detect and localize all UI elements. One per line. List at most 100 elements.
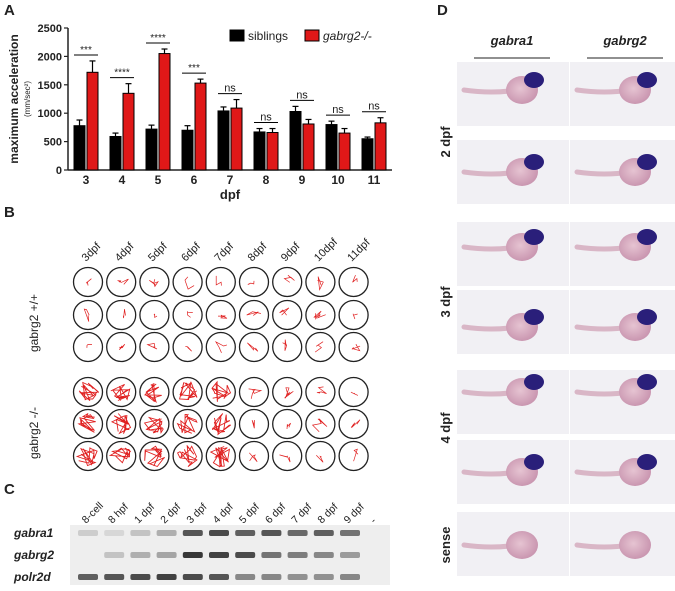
- swim-track: [352, 274, 358, 283]
- tracking-panel: 3dpf 4dpf 5dpf 6dpf 7dpf 8dpf 9dpf 10dpf 11dpf g…: [27, 236, 373, 472]
- gel-band: [130, 552, 151, 558]
- swim-track: [186, 311, 193, 318]
- gene-label: gabrg2: [13, 548, 54, 562]
- group-label-mutant: gabrg2 -/-: [27, 407, 41, 459]
- gel-band: [104, 552, 125, 558]
- bar-siblings: [325, 124, 338, 171]
- row-label: 3 dpf: [438, 286, 453, 318]
- in-situ-image: [570, 370, 675, 434]
- swim-track: [117, 278, 129, 285]
- swim-track: [146, 342, 158, 350]
- swim-track: [108, 447, 131, 464]
- swim-track: [211, 380, 232, 402]
- bar-mutant: [302, 123, 315, 171]
- significance-label: ns: [332, 104, 344, 116]
- legend-swatch: [304, 29, 320, 42]
- y-axis-unit: (mm/sec²): [23, 81, 32, 117]
- swim-track: [153, 313, 158, 318]
- y-tick-label: 2000: [38, 51, 62, 63]
- acceleration-bar-chart: 0 500 1000 1500 2000 2500 maximum acceleration…: [7, 23, 392, 202]
- gene-label: gabra1: [13, 526, 54, 540]
- well-circle: [106, 376, 137, 408]
- bar-siblings: [109, 135, 122, 171]
- lane-label: 9 dpf: [342, 501, 367, 526]
- gel-band: [182, 574, 203, 580]
- gel-band: [313, 530, 334, 536]
- swim-track: [119, 343, 126, 351]
- lane-label: -: [368, 515, 379, 526]
- gel-band: [340, 574, 360, 580]
- bar-mutant: [266, 132, 279, 171]
- swim-track: [283, 274, 295, 283]
- lane-label: 4 dpf: [211, 501, 236, 526]
- panel-label-a: A: [4, 2, 15, 19]
- y-tick-label: 1000: [38, 108, 62, 120]
- lane-label: 1 dpf: [132, 501, 157, 526]
- swim-track: [144, 445, 166, 468]
- well-circle: [205, 299, 236, 331]
- embryo-yolk: [506, 531, 538, 559]
- embryo-head-stain: [524, 154, 544, 170]
- swim-track: [251, 419, 255, 429]
- well-circle: [305, 440, 336, 472]
- gel-band: [182, 530, 203, 536]
- swim-track: [313, 310, 326, 320]
- swim-track: [284, 387, 294, 399]
- swim-track: [279, 307, 290, 316]
- embryo-head-stain: [637, 309, 657, 325]
- swim-track: [214, 341, 228, 353]
- swim-track: [282, 339, 287, 351]
- bar-siblings: [145, 128, 158, 171]
- lane-label: 5 dpf: [237, 501, 262, 526]
- significance-label: ****: [114, 68, 130, 79]
- panel-label-b: B: [4, 204, 15, 221]
- embryo-head-stain: [637, 229, 657, 245]
- significance-label: ns: [224, 83, 236, 95]
- x-tick-label: 9: [299, 173, 306, 187]
- swim-track: [122, 309, 126, 319]
- well-circle: [106, 408, 137, 440]
- x-tick-label: 8: [263, 173, 270, 187]
- bar-siblings: [181, 129, 194, 171]
- swim-track: [209, 446, 230, 468]
- well-circle: [72, 408, 104, 440]
- swim-track: [215, 275, 222, 286]
- significance-label: ***: [80, 45, 92, 56]
- y-tick-label: 500: [44, 137, 62, 149]
- day-label: 5dpf: [146, 240, 170, 264]
- day-label: 6dpf: [179, 240, 203, 264]
- bar-siblings: [217, 110, 230, 171]
- gel-band: [209, 552, 229, 558]
- swim-track: [353, 448, 359, 462]
- well-circle: [172, 440, 203, 472]
- gel-band: [235, 552, 256, 558]
- y-tick-label: 2500: [38, 23, 62, 35]
- in-situ-panel: gabra1 gabrg2 2 dpf 3 dpf 4 dpf sense: [438, 33, 675, 576]
- day-label: 7dpf: [212, 240, 236, 264]
- swim-track: [143, 416, 164, 434]
- x-tick-label: 7: [227, 173, 234, 187]
- bar-siblings: [73, 125, 86, 171]
- swim-track: [217, 314, 228, 319]
- gel-band: [261, 530, 282, 536]
- row-label: 2 dpf: [438, 126, 453, 158]
- bar-mutant: [86, 71, 99, 171]
- panel-label-d: D: [437, 2, 448, 19]
- well-circle: [172, 376, 203, 408]
- gene-label: polr2d: [13, 570, 51, 584]
- swim-track: [247, 342, 259, 352]
- swim-track: [77, 413, 96, 433]
- bar-mutant: [338, 132, 351, 171]
- bar-siblings: [361, 138, 374, 171]
- swim-track: [247, 280, 255, 285]
- swim-track: [176, 413, 198, 434]
- legend-label: gabrg2-/-: [323, 29, 372, 43]
- gel-band: [287, 552, 308, 558]
- bar-mutant: [194, 82, 207, 171]
- swim-track: [248, 388, 263, 399]
- gel-band: [130, 574, 151, 580]
- gel-band: [78, 574, 98, 580]
- well-circle: [139, 440, 170, 472]
- swim-track: [184, 276, 195, 290]
- x-tick-label: 5: [155, 173, 162, 187]
